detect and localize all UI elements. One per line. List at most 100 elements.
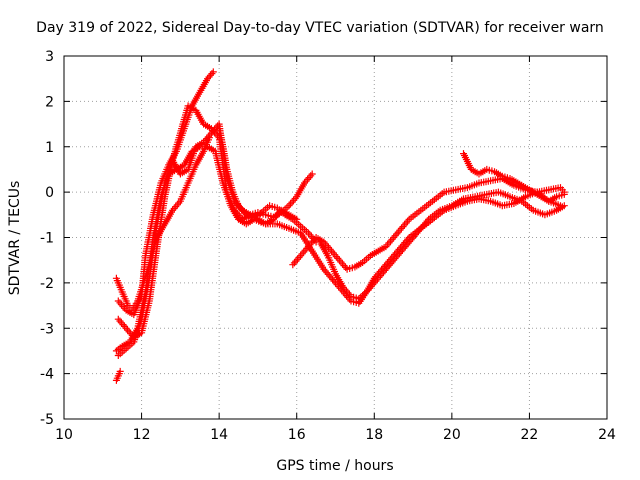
x-tick-label: 10: [55, 427, 73, 443]
data-point: [396, 250, 399, 252]
data-point: [385, 263, 387, 266]
data-point: [555, 209, 558, 212]
data-point: [299, 254, 302, 257]
data-point: [133, 341, 135, 343]
data-point: [478, 173, 480, 175]
data-point: [156, 236, 158, 239]
data-point: [443, 191, 445, 193]
data-point: [517, 182, 519, 184]
data-point: [136, 300, 139, 302]
data-point: [489, 180, 492, 182]
data-point: [195, 164, 197, 166]
data-point: [559, 204, 562, 207]
data-point: [264, 223, 267, 225]
data-point: [462, 198, 465, 200]
data-point: [156, 223, 158, 225]
data-point: [493, 170, 496, 173]
data-point: [497, 191, 500, 193]
data-point: [311, 173, 314, 175]
data-point: [230, 204, 232, 207]
data-point: [164, 182, 166, 184]
data-point: [392, 236, 395, 239]
y-tick-label: 2: [45, 94, 54, 110]
data-point: [486, 168, 488, 171]
data-point: [231, 191, 234, 193]
data-point: [195, 109, 197, 112]
data-point: [253, 216, 255, 218]
y-tick-label: -5: [40, 412, 54, 428]
data-point: [489, 200, 492, 202]
data-point: [119, 370, 121, 373]
data-point: [288, 204, 290, 207]
data-point: [140, 332, 143, 334]
data-point: [408, 218, 411, 221]
data-point: [548, 200, 550, 202]
data-point: [346, 268, 348, 271]
data-point: [509, 195, 511, 198]
x-tick-label: 18: [365, 427, 383, 443]
series-track-8: [112, 367, 124, 384]
x-tick-label: 24: [598, 427, 616, 443]
data-point: [202, 123, 205, 125]
data-point: [202, 150, 205, 153]
data-point: [210, 132, 213, 134]
data-point: [323, 268, 325, 271]
data-point: [187, 182, 189, 184]
data-point: [466, 200, 469, 202]
data-point-markers: [112, 134, 213, 314]
data-point: [377, 250, 380, 252]
data-point: [119, 286, 121, 289]
data-point: [115, 350, 118, 352]
data-point: [148, 263, 151, 266]
data-point: [125, 327, 127, 330]
data-point: [299, 232, 302, 234]
data-point: [218, 123, 220, 125]
data-point: [373, 277, 376, 280]
data-point: [524, 195, 527, 198]
data-point: [354, 266, 356, 268]
data-point: [513, 202, 515, 205]
data-point: [144, 254, 147, 257]
data-point: [548, 189, 550, 191]
data-point: [117, 300, 120, 302]
data-point: [208, 136, 211, 139]
data-point: [123, 295, 125, 298]
data-point: [125, 347, 127, 350]
data-point: [524, 186, 527, 189]
data-point: [245, 223, 248, 225]
data-point: [152, 214, 154, 216]
y-tick-label: -3: [40, 321, 54, 337]
data-point: [115, 379, 118, 382]
data-point: [292, 218, 294, 221]
data-point: [276, 207, 279, 209]
data-point: [330, 250, 333, 252]
data-point: [334, 273, 337, 275]
data-point: [284, 214, 286, 216]
data-point: [117, 318, 120, 321]
data-point: [559, 186, 562, 189]
data-point: [462, 152, 465, 155]
x-axis-label: GPS time / hours: [276, 458, 393, 474]
grid: [64, 56, 607, 419]
data-point: [115, 277, 118, 280]
data-point: [140, 318, 143, 321]
data-point: [148, 300, 151, 302]
data-point: [292, 263, 294, 266]
data-point: [299, 225, 302, 227]
y-tick-label: -1: [40, 231, 54, 247]
data-point: [218, 127, 220, 130]
data-point: [420, 209, 422, 212]
data-point: [315, 241, 317, 243]
y-axis-label: SDTVAR / TECUs: [7, 181, 23, 296]
data-point: [237, 218, 240, 221]
data-point: [334, 282, 337, 284]
data-point: [121, 345, 123, 348]
data-point: [307, 232, 310, 234]
data-point: [164, 223, 166, 225]
data-point: [187, 168, 189, 171]
data-point: [179, 132, 182, 134]
data-point: [222, 146, 224, 148]
data-point: [486, 193, 488, 196]
